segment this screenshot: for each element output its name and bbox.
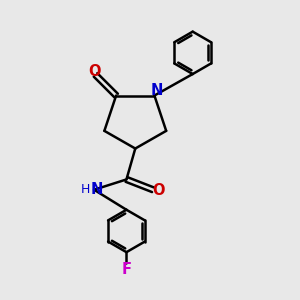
Text: N: N [151,83,163,98]
Text: N: N [91,182,103,197]
Text: O: O [152,183,164,198]
Text: F: F [122,262,131,277]
Text: O: O [88,64,100,79]
Text: H: H [80,183,90,196]
